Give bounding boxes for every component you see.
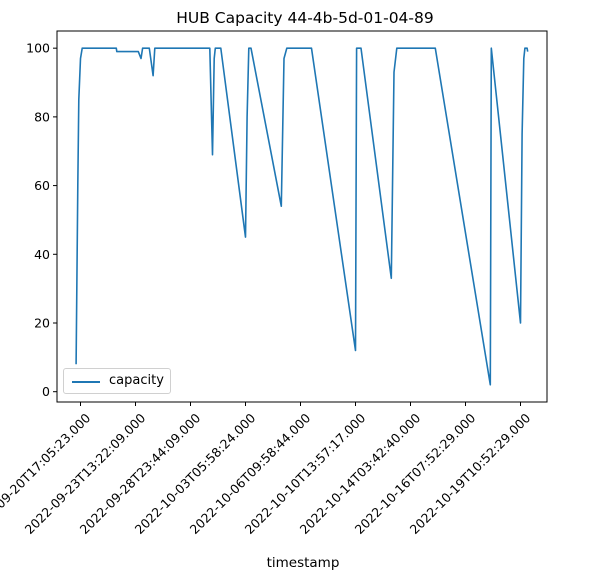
y-tick-label: 100 (26, 41, 50, 56)
x-axis: 2022-09-20T17:05:23.0002022-09-23T13:22:… (0, 402, 533, 537)
legend-swatch-capacity (72, 381, 100, 383)
y-tick-label: 0 (42, 384, 50, 399)
legend-label-capacity: capacity (109, 373, 164, 388)
y-tick-label: 20 (34, 315, 50, 330)
chart-title: HUB Capacity 44-4b-5d-01-04-89 (176, 9, 433, 27)
y-tick-label: 80 (34, 109, 50, 124)
y-axis: 0 20 40 60 80 100 (26, 41, 57, 399)
y-tick-label: 40 (34, 247, 50, 262)
x-tick-label: 2022-10-19T10:52:29.000 (407, 410, 534, 537)
series-line-capacity (75, 47, 529, 386)
legend: capacity (63, 368, 171, 394)
plot-area-frame (56, 30, 548, 403)
x-axis-label: timestamp (267, 555, 340, 571)
y-tick-label: 60 (34, 178, 50, 193)
